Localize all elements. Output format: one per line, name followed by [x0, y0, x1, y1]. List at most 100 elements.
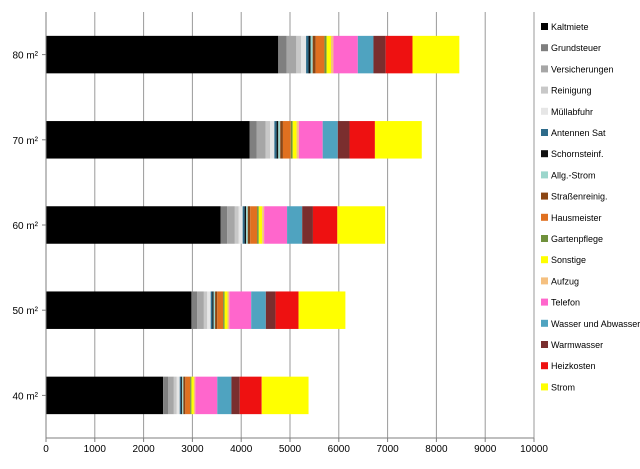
x-tick-label-9000: 9000: [474, 444, 497, 455]
bar-segment-13-cat-2: [264, 206, 288, 244]
category-label-0: 40 m²: [12, 391, 38, 402]
legend-label-1: Grundsteuer: [551, 43, 601, 53]
bar-segment-9-cat-3: [282, 121, 291, 159]
legend-label-15: Warmwasser: [551, 340, 603, 350]
bar-segment-4-cat-0: [176, 376, 180, 415]
legend-label-11: Sonstige: [551, 255, 586, 265]
bar-segment-1-cat-1: [191, 291, 198, 329]
bar-segment-15-cat-4: [373, 35, 386, 74]
bar-segment-1-cat-3: [249, 121, 257, 159]
category-label-2: 60 m²: [12, 221, 38, 232]
legend-label-2: Versicherungen: [551, 64, 614, 74]
bar-segment-2-cat-3: [256, 121, 266, 159]
legend-swatch-8: [541, 192, 548, 200]
legend-swatch-1: [541, 44, 548, 52]
bar-segment-4-cat-1: [207, 291, 211, 329]
x-tick-label-2000: 2000: [132, 444, 155, 455]
bar-segment-12-cat-0: [193, 376, 196, 415]
bar-segment-11-cat-1: [224, 291, 228, 329]
bar-segment-8-cat-1: [215, 291, 218, 329]
bar-segment-16-cat-0: [239, 376, 262, 415]
legend-swatch-13: [541, 298, 548, 306]
bar-segment-11-cat-4: [326, 35, 331, 74]
bar-segment-0-cat-2: [46, 206, 221, 244]
bar-segment-6-cat-3: [276, 121, 279, 159]
category-label-1: 50 m²: [12, 306, 38, 317]
bar-segment-11-cat-2: [258, 206, 263, 244]
x-tick-label-7000: 7000: [376, 444, 399, 455]
bar-segment-5-cat-4: [306, 35, 309, 74]
legend-swatch-12: [541, 277, 548, 285]
bar-segment-2-cat-0: [168, 376, 174, 415]
bar-segment-9-cat-4: [315, 35, 325, 74]
bar-segment-11-cat-0: [191, 376, 194, 415]
bar-segment-8-cat-2: [247, 206, 251, 244]
bar-segment-0-cat-1: [46, 291, 192, 329]
legend-swatch-5: [541, 129, 548, 136]
bar-segment-14-cat-4: [357, 35, 374, 74]
bar-segment-13-cat-4: [333, 35, 358, 74]
legend-label-4: Müllabfuhr: [551, 107, 593, 117]
bar-segment-13-cat-3: [298, 121, 323, 159]
x-tick-label-3000: 3000: [181, 444, 204, 455]
bar-segment-15-cat-1: [265, 291, 276, 329]
bar-segment-1-cat-4: [278, 35, 287, 74]
legend-label-8: Straßenreinig.: [551, 192, 608, 202]
bar-segment-14-cat-2: [287, 206, 303, 244]
bar-segment-12-cat-3: [296, 121, 299, 159]
bar-segment-10-cat-4: [324, 35, 327, 74]
legend-label-6: Schornsteinf.: [551, 149, 604, 159]
bar-segment-16-cat-3: [349, 121, 375, 159]
bar-segment-10-cat-0: [190, 376, 192, 415]
legend-label-0: Kaltmiete: [551, 22, 589, 32]
legend-label-16: Heizkosten: [551, 361, 596, 371]
bar-segment-15-cat-3: [337, 121, 350, 159]
legend-swatch-0: [541, 23, 548, 30]
bar-segment-14-cat-3: [322, 121, 338, 159]
bar-segment-0-cat-4: [46, 35, 279, 74]
x-tick-label-0: 0: [43, 444, 49, 455]
bar-segment-13-cat-1: [229, 291, 252, 329]
bar-segment-11-cat-3: [292, 121, 297, 159]
bar-segment-5-cat-3: [274, 121, 277, 159]
x-tick-label-8000: 8000: [425, 444, 448, 455]
bar-segment-12-cat-1: [227, 291, 230, 329]
bar-segment-12-cat-4: [330, 35, 334, 74]
legend-swatch-14: [541, 319, 548, 327]
x-tick-label-6000: 6000: [328, 444, 351, 455]
bar-segment-7-cat-2: [246, 206, 248, 244]
legend-label-7: Allg.-Strom: [551, 170, 596, 180]
bar-segment-17-cat-3: [374, 121, 422, 159]
bars-layer: [46, 35, 460, 415]
bar-segment-3-cat-1: [203, 291, 208, 329]
legend-swatch-15: [541, 341, 548, 348]
bar-segment-6-cat-2: [244, 206, 247, 244]
bar-segment-17-cat-4: [412, 35, 460, 74]
bar-segment-12-cat-2: [262, 206, 265, 244]
bar-segment-8-cat-3: [280, 121, 283, 159]
bar-segment-7-cat-1: [213, 291, 216, 329]
x-tick-label-5000: 5000: [279, 444, 302, 455]
bar-segment-4-cat-4: [301, 35, 307, 74]
bar-segment-17-cat-1: [298, 291, 346, 329]
legend: Kaltmiete Grundsteuer Versicherungen Reinig…: [541, 22, 640, 392]
legend-label-9: Hausmeister: [551, 213, 602, 223]
bar-segment-5-cat-2: [242, 206, 245, 244]
bar-segment-16-cat-2: [312, 206, 338, 244]
x-tick-label-4000: 4000: [230, 444, 253, 455]
bar-segment-0-cat-0: [46, 376, 164, 415]
legend-label-14: Wasser und Abwasser: [551, 319, 640, 329]
bar-segment-3-cat-3: [265, 121, 270, 159]
bar-segment-10-cat-2: [257, 206, 259, 244]
bar-segment-14-cat-1: [251, 291, 266, 329]
bar-segment-2-cat-4: [286, 35, 297, 74]
x-tick-label-1000: 1000: [84, 444, 107, 455]
bar-segment-2-cat-1: [197, 291, 204, 329]
bar-segment-5-cat-0: [179, 376, 182, 415]
bar-segment-16-cat-4: [385, 35, 413, 74]
bar-segment-9-cat-1: [217, 291, 224, 329]
category-label-4: 80 m²: [12, 51, 38, 62]
bar-segment-1-cat-2: [220, 206, 228, 244]
bar-segment-3-cat-0: [173, 376, 177, 415]
legend-swatch-3: [541, 86, 548, 94]
